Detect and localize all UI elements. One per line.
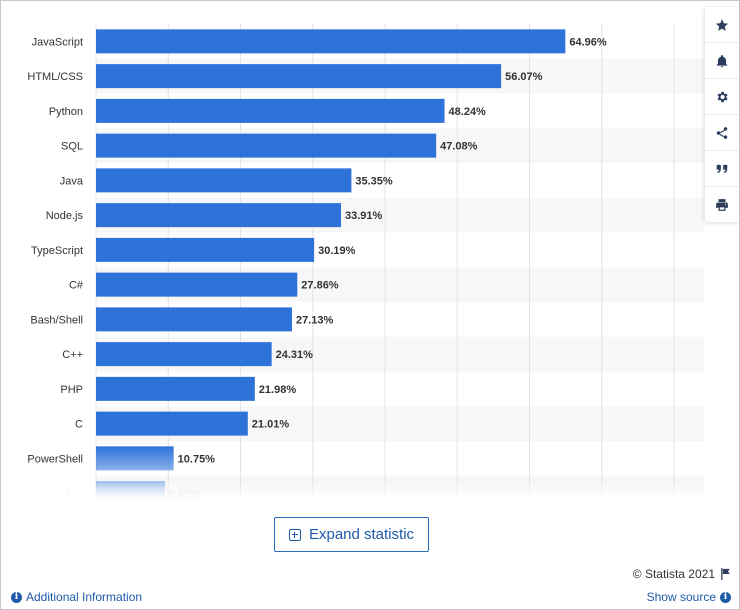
gear-icon xyxy=(717,91,728,102)
value-label: 21.01% xyxy=(252,419,290,431)
bottom-fade xyxy=(1,481,739,501)
star-icon xyxy=(715,18,729,31)
bar xyxy=(96,376,255,401)
bar xyxy=(96,203,341,228)
category-label: PHP xyxy=(60,384,83,396)
favorite-button[interactable] xyxy=(705,7,739,43)
bell-icon xyxy=(716,54,728,67)
bar xyxy=(96,307,293,332)
settings-button[interactable] xyxy=(705,79,739,115)
category-label: TypeScript xyxy=(31,245,83,257)
bar xyxy=(96,342,272,367)
info-icon: i xyxy=(720,591,731,603)
category-label: Python xyxy=(49,106,83,118)
value-label: 64.96% xyxy=(569,36,607,48)
bar xyxy=(96,29,566,54)
category-label: SQL xyxy=(61,141,83,153)
cite-button[interactable] xyxy=(705,151,739,187)
value-label: 35.35% xyxy=(355,175,393,187)
category-label: Bash/Shell xyxy=(30,314,83,326)
copyright-notice: © Statista 2021 xyxy=(633,567,731,581)
value-label: 47.08% xyxy=(440,141,478,153)
print-button[interactable] xyxy=(705,187,739,222)
category-label: PowerShell xyxy=(27,453,83,465)
quote-icon xyxy=(716,164,728,173)
category-label: C# xyxy=(69,280,84,292)
print-icon xyxy=(716,198,728,211)
value-label: 48.24% xyxy=(449,106,487,118)
category-label: Node.js xyxy=(46,210,84,222)
additional-information-link[interactable]: i Additional Information xyxy=(11,590,142,604)
additional-information-label: Additional Information xyxy=(26,590,143,604)
bar xyxy=(96,133,437,158)
bar xyxy=(96,168,352,193)
category-label: Java xyxy=(60,175,84,187)
plus-box-icon xyxy=(288,528,301,541)
value-label: 56.07% xyxy=(505,71,543,83)
bar xyxy=(96,64,502,89)
notification-button[interactable] xyxy=(705,43,739,79)
bar xyxy=(96,98,445,123)
bar-chart: JavaScript 64.96% HTML/CSS 56.07% Python 48.2… xyxy=(1,23,739,501)
value-label: 27.86% xyxy=(301,280,339,292)
category-label: JavaScript xyxy=(32,36,83,48)
value-label: 30.19% xyxy=(318,245,356,257)
flag-icon[interactable] xyxy=(720,568,731,580)
expand-statistic-label: Expand statistic xyxy=(308,526,415,543)
value-label: 33.91% xyxy=(345,210,383,222)
info-icon: i xyxy=(11,591,22,603)
bar xyxy=(96,446,174,471)
share-button[interactable] xyxy=(705,115,739,151)
show-source-link[interactable]: Show source i xyxy=(647,590,731,604)
value-label: 24.31% xyxy=(276,349,314,361)
chart-toolbar xyxy=(705,7,739,222)
bar xyxy=(96,272,298,297)
share-icon xyxy=(716,126,728,139)
show-source-label: Show source xyxy=(646,590,716,604)
bar xyxy=(96,237,315,262)
bar xyxy=(96,411,248,436)
category-label: C++ xyxy=(62,349,83,361)
value-label: 27.13% xyxy=(296,314,334,326)
value-label: 10.75% xyxy=(178,453,216,465)
category-label: C xyxy=(75,419,83,431)
category-label: HTML/CSS xyxy=(27,71,83,83)
expand-statistic-button[interactable]: Expand statistic xyxy=(274,517,429,552)
value-label: 21.98% xyxy=(259,384,297,396)
copyright-text: © Statista 2021 xyxy=(632,567,715,581)
